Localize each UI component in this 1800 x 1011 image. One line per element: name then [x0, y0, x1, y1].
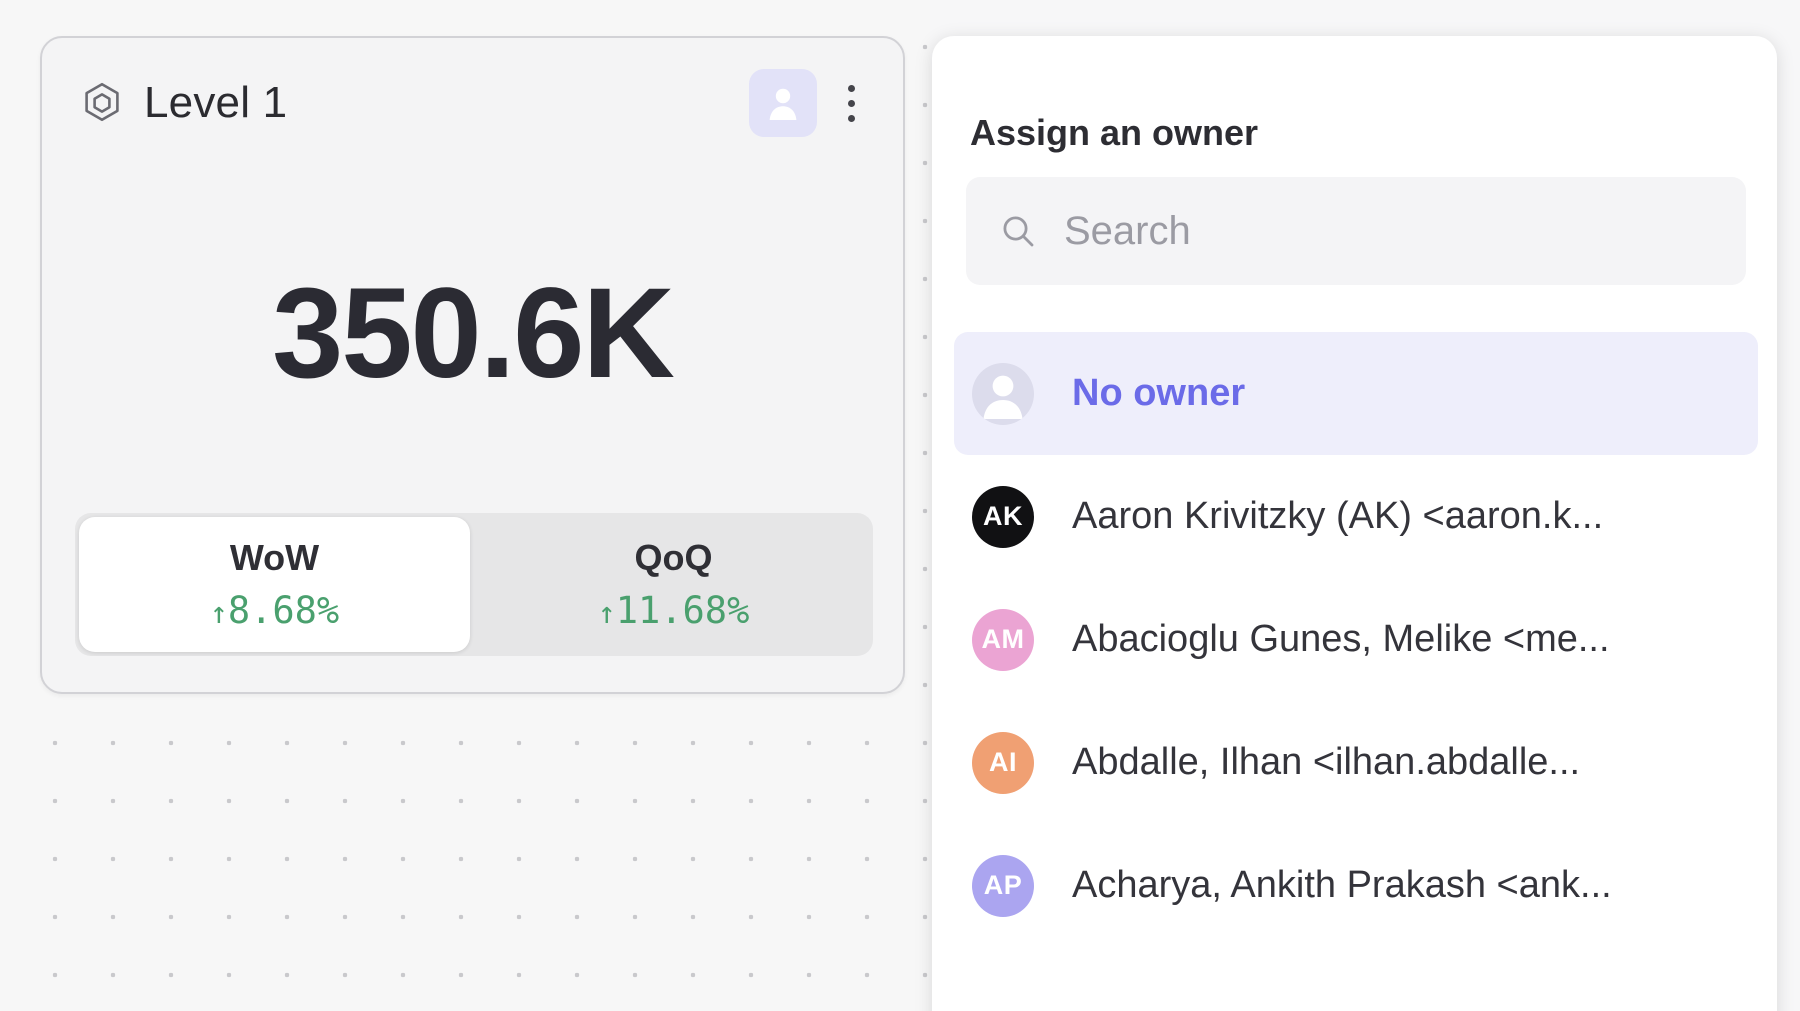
comparison-tab-qoq-label: QoQ: [634, 537, 713, 578]
owner-list[interactable]: No owner AK Aaron Krivitzky (AK) <aaron.…: [954, 332, 1758, 1011]
kebab-dot: [847, 84, 855, 92]
kebab-menu-button[interactable]: [825, 69, 877, 137]
owner-list-item-label: Abacioglu Gunes, Melike <me...: [1072, 618, 1610, 660]
assign-owner-popover: Assign an owner No owner AK Aaron Krivit…: [932, 36, 1777, 1011]
kpi-card-title: Level 1: [144, 78, 288, 127]
comparison-tab-wow-label: WoW: [229, 537, 320, 578]
avatar: AI: [972, 731, 1034, 794]
owner-avatar-button[interactable]: [749, 69, 817, 137]
comparison-toggle-group[interactable]: WoW ↑8.68% QoQ ↑11.68%: [75, 513, 873, 656]
owner-list-item-label: Aaron Krivitzky (AK) <aaron.k...: [1072, 495, 1604, 537]
owner-list-item[interactable]: AK Aaron Krivitzky (AK) <aaron.k...: [954, 455, 1758, 578]
avatar: AP: [972, 854, 1034, 917]
owner-list-item-label: No owner: [1072, 372, 1246, 414]
assign-owner-title: Assign an owner: [970, 112, 1259, 153]
trend-up-arrow-icon: ↑: [597, 596, 616, 631]
kebab-dot: [847, 99, 855, 107]
comparison-tab-qoq[interactable]: QoQ ↑11.68%: [474, 513, 873, 656]
owner-list-item-label: Acharya, Ankith Prakash <ank...: [1072, 864, 1612, 906]
trend-up-arrow-icon: ↑: [209, 596, 228, 631]
comparison-tab-wow-delta: ↑8.68%: [210, 589, 339, 632]
avatar: AK: [972, 485, 1034, 548]
search-input[interactable]: [1064, 208, 1714, 254]
comparison-tab-wow[interactable]: WoW ↑8.68%: [79, 517, 470, 652]
kebab-dot: [847, 114, 855, 122]
kpi-card-header: Level 1: [42, 38, 903, 168]
owner-list-item[interactable]: AI Abdalle, Ilhan <ilhan.abdalle...: [954, 701, 1758, 824]
comparison-tab-wow-value: 8.68%: [227, 589, 340, 632]
comparison-tab-qoq-delta: ↑11.68%: [598, 589, 750, 632]
owner-list-item[interactable]: AP Acharya, Ankith Prakash <ank...: [954, 824, 1758, 947]
owner-list-item-label: Abdalle, Ilhan <ilhan.abdalle...: [1072, 741, 1581, 783]
hexagon-icon: [80, 81, 124, 125]
no-owner-avatar-icon: [972, 362, 1034, 425]
avatar: AM: [972, 608, 1034, 671]
search-icon: [998, 211, 1038, 251]
owner-list-item-no-owner[interactable]: No owner: [954, 332, 1758, 455]
owner-search-field[interactable]: [966, 177, 1746, 285]
owner-list-item[interactable]: AM Abacioglu Gunes, Melike <me...: [954, 578, 1758, 701]
person-avatar-icon: [763, 83, 803, 123]
comparison-tab-qoq-value: 11.68%: [615, 589, 750, 632]
kpi-value: 350.6K: [272, 262, 675, 405]
kpi-card[interactable]: Level 1 350.6K WoW ↑8.68% QoQ: [40, 36, 905, 694]
